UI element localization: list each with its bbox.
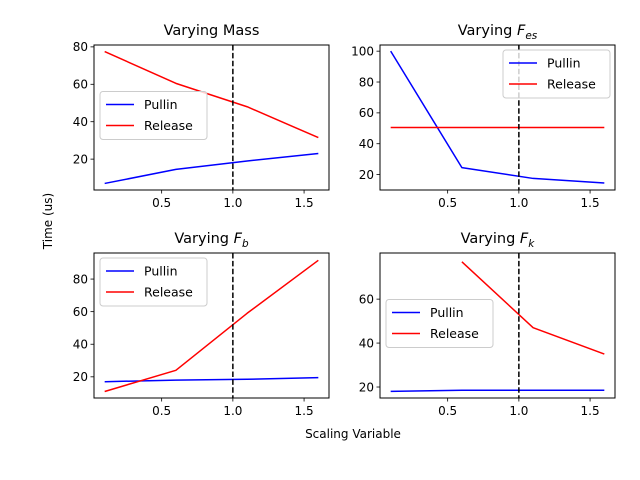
x-tick-label: 1.0 [223,404,242,418]
x-tick-label: 1.5 [295,404,314,418]
x-tick-label: 1.5 [295,196,314,210]
series-line-pullin [390,389,605,393]
subplot-3: Varying Fb 0.5 1.0 1.5 20 40 60 80 Pullin Release [73,231,330,418]
series-line-release [104,50,319,139]
legend-label: Release [430,326,479,341]
series-line-release [104,259,319,393]
subplot-title: Varying Fk [461,231,536,250]
legend-label: Pullin [547,56,581,71]
subplot-title: Varying Fb [174,231,249,250]
subplot-title: Varying Fes [458,23,538,42]
series-line-pullin [390,50,605,184]
y-tick-label: 20 [73,370,88,384]
y-tick-label: 40 [359,137,374,151]
subplot-title-subscript: k [528,238,535,250]
x-tick-label: 0.5 [152,196,171,210]
y-tick-label: 80 [73,40,88,54]
legend-box [99,91,208,140]
legend-box [99,257,208,307]
legend: Pullin Release [99,91,208,140]
x-tick-label: 1.0 [223,196,242,210]
legend: Pullin Release [99,257,208,307]
y-tick-label: 40 [73,338,88,352]
x-tick-label: 1.0 [509,196,528,210]
y-tick-label: 20 [73,152,88,166]
x-tick-label: 1.0 [509,404,528,418]
series-line-pullin [104,152,319,185]
axes-frame [379,252,616,399]
x-tick-label: 1.5 [581,196,600,210]
subplot-title-text: Varying [461,231,520,247]
legend: Pullin Release [502,49,611,99]
subplot-title-subscript: es [525,30,537,42]
axes-frame [379,44,616,191]
figure-xlabel: Scaling Variable [305,427,401,441]
subplot-grid: Varying Mass 0.5 1.0 1.5 20 40 60 80 Pullin Relea… [73,23,616,418]
series-line-release [461,261,605,355]
subplot-title-symbol: F [517,23,526,39]
legend-box [502,49,611,99]
y-tick-label: 80 [73,272,88,286]
legend-label: Release [144,285,193,300]
subplot-title-symbol: F [520,231,529,247]
subplot-title: Varying Mass [164,23,260,39]
subplot-title-subscript: b [242,238,249,250]
legend-label: Release [144,118,193,133]
x-tick-label: 1.5 [581,404,600,418]
y-tick-label: 60 [73,305,88,319]
subplot-4: Varying Fk 0.5 1.0 1.5 20 40 60 Pullin Release [359,231,616,418]
y-tick-label: 80 [359,75,374,89]
x-tick-label: 0.5 [152,404,171,418]
y-tick-label: 40 [359,336,374,350]
axes-frame [93,252,330,399]
subplot-title-text: Varying [458,23,517,39]
x-tick-label: 0.5 [438,404,457,418]
y-tick-label: 40 [73,115,88,129]
subplot-title-text: Varying Mass [164,23,260,39]
subplot-title-symbol: F [234,231,243,247]
legend-label: Release [547,77,596,92]
figure-ylabel: Time (us) [41,193,55,250]
legend-label: Pullin [430,305,464,320]
legend: Pullin Release [385,299,494,348]
y-tick-label: 20 [359,168,374,182]
series-line-pullin [104,376,319,383]
axes-frame [93,44,330,191]
y-tick-label: 60 [359,106,374,120]
legend-label: Pullin [144,97,178,112]
y-tick-label: 20 [359,380,374,394]
x-tick-label: 0.5 [438,196,457,210]
y-tick-label: 60 [359,292,374,306]
legend-box [385,299,494,348]
y-tick-label: 100 [351,44,374,58]
legend-label: Pullin [144,264,178,279]
y-tick-label: 60 [73,78,88,92]
subplot-2: Varying Fes 0.5 1.0 1.5 20 40 60 80 100 Pullin Rel… [351,23,616,210]
subplot-1: Varying Mass 0.5 1.0 1.5 20 40 60 80 Pullin Relea… [73,23,330,210]
subplot-title-text: Varying [174,231,233,247]
